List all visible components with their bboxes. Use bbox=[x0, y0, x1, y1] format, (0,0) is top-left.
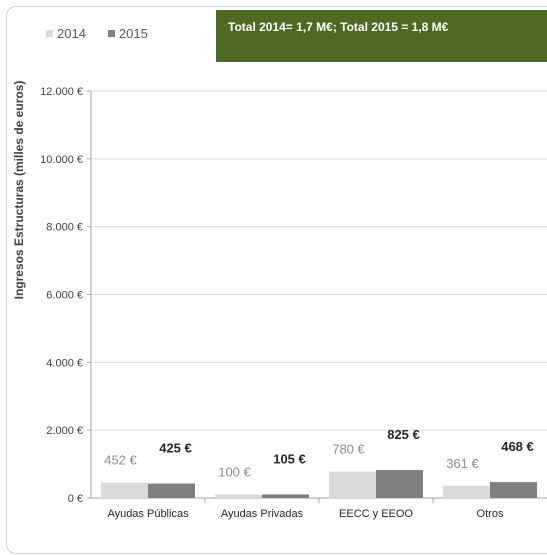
category-label: Ayudas Privadas bbox=[221, 508, 304, 520]
bar-2014 bbox=[215, 494, 262, 498]
data-label-2015: 425 € bbox=[159, 441, 192, 456]
category-label: Otros bbox=[477, 508, 504, 520]
data-label-2014: 452 € bbox=[104, 453, 137, 468]
data-label-2014: 100 € bbox=[218, 465, 251, 480]
y-tick-label: 8.000 € bbox=[46, 222, 83, 234]
bar-2014 bbox=[443, 485, 490, 498]
data-label-2014: 780 € bbox=[332, 442, 365, 457]
totals-banner-text: Total 2014= 1,7 M€; Total 2015 = 1,8 M€ bbox=[228, 20, 449, 34]
legend-label-2015: 2015 bbox=[118, 25, 148, 41]
bar-2015 bbox=[490, 482, 537, 498]
bar-2015 bbox=[262, 494, 309, 498]
bar-2015 bbox=[376, 470, 423, 498]
legend-swatch-2015 bbox=[107, 29, 115, 37]
bar-2015 bbox=[148, 483, 195, 498]
y-tick-label: 4.000 € bbox=[46, 357, 83, 369]
category-label: Ayudas Públicas bbox=[107, 508, 189, 520]
legend: 2014 2015 bbox=[46, 24, 148, 42]
legend-swatch-2014 bbox=[46, 29, 53, 37]
data-label-2015: 468 € bbox=[501, 439, 534, 454]
legend-item-2015: 2015 bbox=[107, 25, 148, 41]
y-tick-label: 6.000 € bbox=[46, 290, 83, 302]
y-tick-label: 12.000 € bbox=[40, 86, 83, 98]
data-label-2015: 825 € bbox=[387, 427, 420, 442]
legend-label-2014: 2014 bbox=[57, 25, 86, 41]
data-label-2015: 105 € bbox=[273, 451, 306, 466]
chart-frame bbox=[6, 6, 547, 554]
bar-2014 bbox=[101, 482, 148, 498]
category-label: EECC y EEOO bbox=[339, 508, 413, 520]
y-tick-label: 10.000 € bbox=[40, 154, 83, 166]
totals-banner: Total 2014= 1,7 M€; Total 2015 = 1,8 M€ bbox=[216, 10, 547, 62]
legend-item-2014: 2014 bbox=[46, 26, 86, 41]
bar-2014 bbox=[329, 471, 376, 498]
data-label-2014: 361 € bbox=[446, 456, 479, 471]
y-tick-label: 2.000 € bbox=[46, 425, 83, 437]
y-tick-label: 0 € bbox=[68, 493, 83, 505]
